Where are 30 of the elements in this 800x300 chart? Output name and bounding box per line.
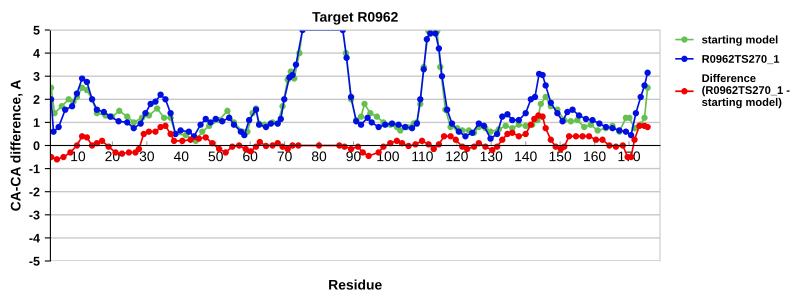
y-tick-label: 3 <box>33 72 40 81</box>
legend-label: starting model <box>702 35 778 46</box>
legend-label: R0962TS270_1 <box>702 54 780 64</box>
x-tick-label: 80 <box>312 151 326 162</box>
y-tick-label: 1 <box>34 118 40 127</box>
x-tick-label: 110 <box>412 151 433 162</box>
y-tick-label: 2 <box>33 95 40 104</box>
y-tick-label: 5 <box>33 26 40 35</box>
y-tick-label: -5 <box>29 256 40 266</box>
y-tick-label: 4 <box>33 49 40 58</box>
y-tick-label: -3 <box>29 210 40 220</box>
x-tick-label: 160 <box>584 151 606 162</box>
y-tick-label: 0 <box>34 141 40 150</box>
y-tick-label: -1 <box>29 164 40 174</box>
y-axis-title: CA-CA difference, A <box>10 80 23 211</box>
x-tick-label: 90 <box>346 151 361 162</box>
y-tick-label: -4 <box>29 234 40 242</box>
x-tick-label: 120 <box>446 151 468 162</box>
x-tick-label: 50 <box>208 151 223 162</box>
x-tick-label: 150 <box>550 151 572 162</box>
legend-label: Difference (R0962TS270_1 - starting model) <box>702 74 790 108</box>
y-tick-label: -2 <box>29 188 40 196</box>
x-tick-label: 30 <box>140 151 154 162</box>
x-axis-title: Residue <box>329 279 382 290</box>
x-tick-label: 70 <box>278 151 292 162</box>
x-tick-label: 130 <box>480 151 502 162</box>
chart-title: Target R0962 <box>312 12 398 25</box>
x-tick-label: 40 <box>174 151 188 162</box>
x-tick-label: 10 <box>71 151 86 162</box>
x-tick-label: 140 <box>515 151 537 162</box>
